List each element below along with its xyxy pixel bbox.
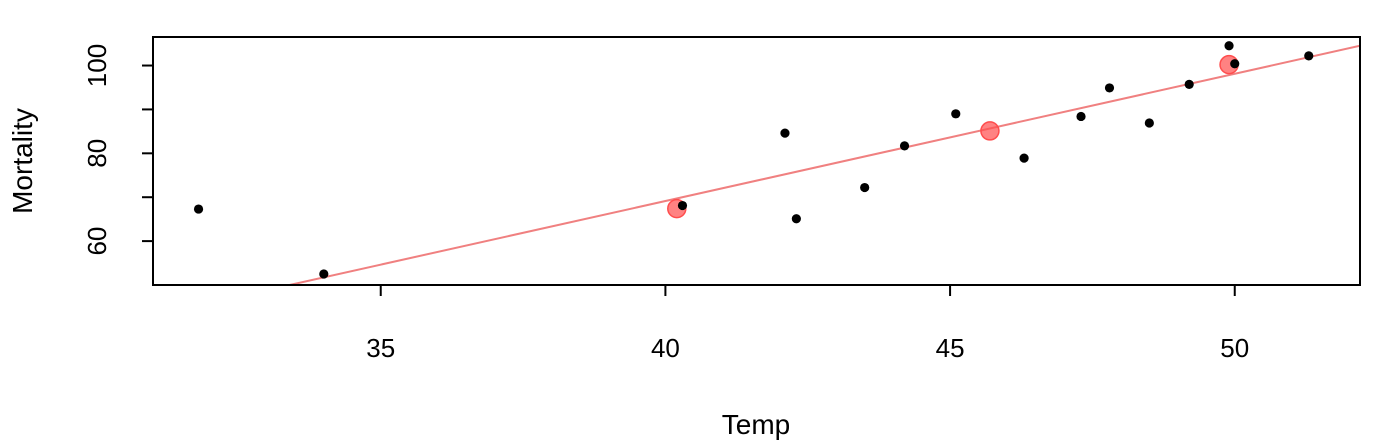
data-point (319, 269, 329, 279)
x-tick-label: 45 (936, 333, 965, 363)
data-point (1144, 118, 1154, 128)
highlight-point (980, 121, 1000, 141)
data-point (1230, 59, 1240, 69)
x-axis: 35 40 45 50 (366, 285, 1249, 363)
x-tick-label: 50 (1220, 333, 1249, 363)
y-tick-label: 80 (82, 139, 112, 168)
plot-frame (152, 36, 1361, 286)
data-point (780, 128, 790, 138)
data-point (1076, 111, 1086, 122)
y-axis-label: Mortality (7, 108, 38, 214)
x-axis-label: Temp (722, 409, 790, 440)
data-point (1104, 83, 1115, 93)
data-point (1224, 41, 1234, 51)
data-point (791, 214, 801, 224)
data-point (1304, 51, 1314, 61)
fit-line (289, 44, 1360, 285)
data-point (193, 204, 204, 214)
y-axis: 60 80 100 (82, 44, 153, 256)
x-tick-label: 35 (366, 333, 395, 363)
data-point (677, 200, 688, 211)
x-tick-label: 40 (651, 333, 680, 363)
plot-contents (193, 41, 1360, 285)
data-point (951, 109, 961, 119)
data-point (860, 182, 870, 193)
y-tick-label: 60 (82, 227, 112, 256)
data-point (1184, 79, 1194, 90)
y-tick-label: 100 (82, 44, 112, 87)
data-point (1019, 153, 1029, 163)
data-point (899, 141, 910, 151)
